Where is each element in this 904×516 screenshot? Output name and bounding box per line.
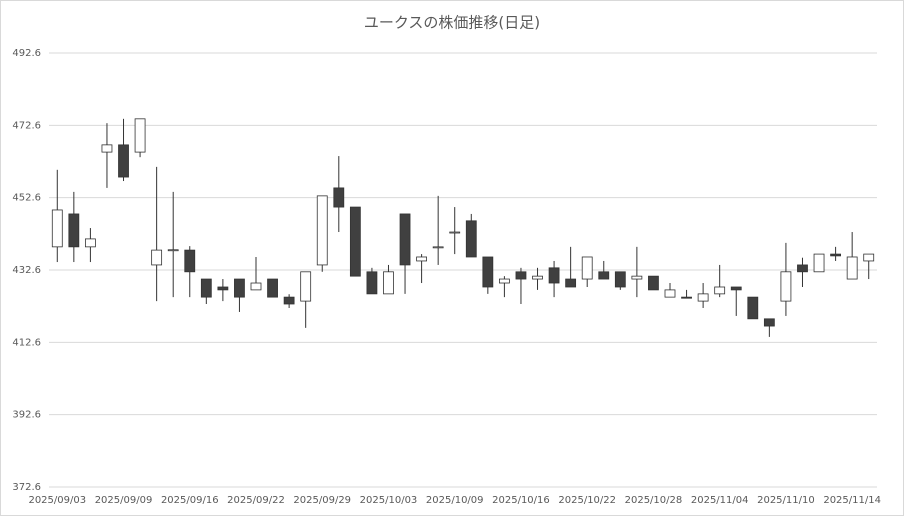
- y-tick-label: 372.6: [12, 482, 41, 493]
- candle-body: [830, 253, 841, 257]
- candle-body: [797, 264, 808, 273]
- candle-body: [432, 246, 444, 249]
- candle-body: [581, 256, 593, 280]
- candle-body: [664, 289, 676, 298]
- x-tick-label: 2025/09/16: [161, 495, 219, 506]
- candle-body: [200, 278, 212, 298]
- y-tick-label: 392.6: [12, 410, 41, 421]
- candle-body: [747, 296, 759, 320]
- candle-body: [283, 296, 295, 305]
- candle-body: [565, 278, 577, 288]
- candle-body: [780, 271, 792, 302]
- candle-body: [648, 275, 659, 291]
- candle-body: [85, 238, 96, 248]
- x-tick-label: 2025/10/28: [625, 495, 683, 506]
- x-tick-label: 2025/10/22: [558, 495, 616, 506]
- y-tick-label: 492.6: [12, 48, 41, 59]
- candle-body: [697, 293, 709, 302]
- candle-body: [763, 318, 775, 327]
- candle-body: [631, 275, 643, 280]
- x-tick-label: 2025/09/09: [95, 495, 153, 506]
- candle-body: [167, 249, 179, 252]
- candle-body: [813, 253, 825, 273]
- x-tick-label: 2025/10/16: [492, 495, 550, 506]
- candle-body: [349, 206, 361, 277]
- candle-body: [316, 195, 328, 266]
- candle-body: [482, 256, 494, 288]
- y-tick-label: 412.6: [12, 337, 41, 348]
- candle-body: [234, 278, 245, 298]
- x-tick-label: 2025/09/22: [227, 495, 285, 506]
- candle-body: [498, 278, 510, 284]
- candle-body: [614, 271, 626, 288]
- y-tick-label: 472.6: [12, 120, 41, 131]
- y-tick-label: 432.6: [12, 265, 41, 276]
- candle-body: [399, 213, 411, 266]
- candle-body: [714, 286, 726, 295]
- x-tick-label: 2025/11/04: [691, 495, 749, 506]
- candle-body: [515, 271, 527, 280]
- x-tick-label: 2025/09/29: [293, 495, 351, 506]
- candle-body: [730, 286, 742, 291]
- candle-body: [250, 282, 262, 291]
- candle-body: [68, 213, 80, 248]
- candle-body: [416, 256, 428, 262]
- candle-body: [681, 296, 692, 299]
- candle-body: [863, 253, 875, 262]
- x-tick-label: 2025/10/03: [360, 495, 418, 506]
- candle-body: [217, 286, 229, 291]
- candle-body: [383, 271, 394, 295]
- candle-body: [300, 271, 312, 302]
- x-tick-label: 2025/10/09: [426, 495, 484, 506]
- candle-body: [366, 271, 378, 295]
- candle-body: [267, 278, 278, 298]
- candle-body: [548, 267, 560, 284]
- candle-body: [101, 144, 113, 153]
- candle-body: [151, 249, 163, 266]
- candle-body: [465, 220, 477, 258]
- candle-body: [846, 256, 858, 280]
- y-tick-label: 452.6: [12, 193, 41, 204]
- candle-body: [333, 187, 345, 208]
- candle-body: [598, 271, 610, 280]
- x-tick-label: 2025/11/14: [823, 495, 881, 506]
- chart-title: ユークスの株価推移(日足): [364, 14, 540, 32]
- x-tick-label: 2025/09/03: [28, 495, 86, 506]
- x-tick-label: 2025/11/10: [757, 495, 815, 506]
- candle-body: [118, 144, 129, 178]
- candle-body: [449, 231, 461, 234]
- candle-body: [51, 209, 63, 248]
- candle-body: [134, 118, 146, 153]
- candle-body: [532, 275, 543, 280]
- candle-body: [184, 249, 196, 273]
